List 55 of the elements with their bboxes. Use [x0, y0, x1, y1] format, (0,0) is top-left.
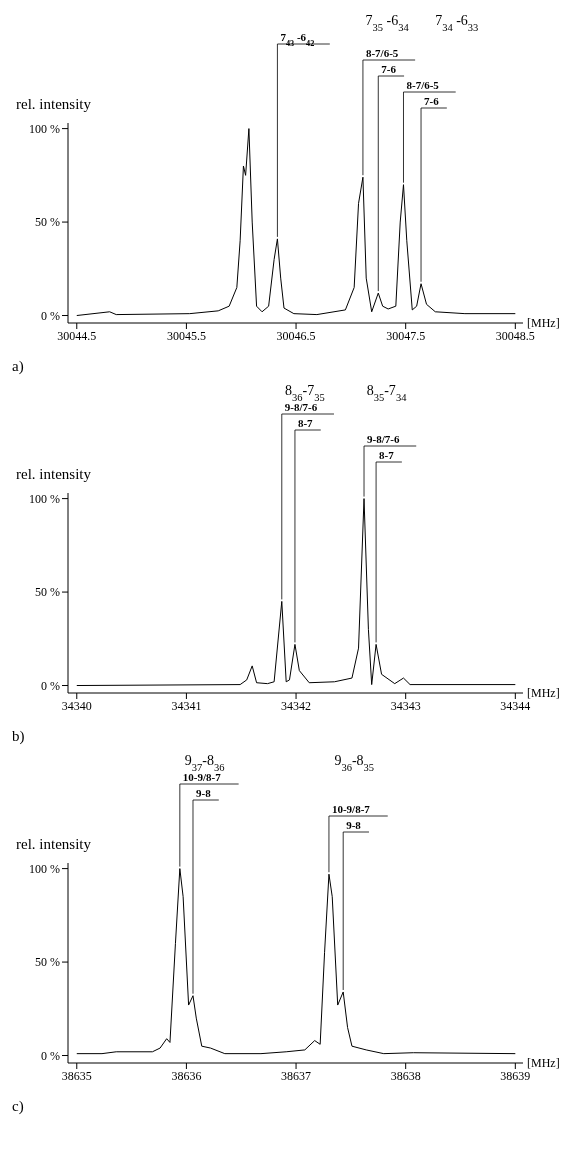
y-tick-label: 0 %	[41, 308, 60, 323]
x-tick-label: 34341	[171, 698, 202, 713]
line-series	[76, 868, 516, 1055]
annotation: 7-6	[424, 95, 440, 107]
y-axis-title: rel. intensity	[16, 96, 92, 112]
x-tick-label: 38638	[390, 1068, 421, 1083]
annotation: 9-8/7-6	[367, 433, 400, 445]
text: a)	[11, 358, 25, 376]
annotation: 10-9/8-7	[331, 803, 371, 815]
y-tick-label: 100 %	[29, 861, 60, 876]
x-axis-title: [MHz]	[527, 686, 560, 700]
x-tick-label: 30047.5	[386, 328, 426, 343]
y-axis-title: rel. intensity	[16, 836, 92, 852]
x-tick-label: 30046.5	[276, 328, 316, 343]
y-tick-label: 0 %	[41, 678, 60, 693]
x-tick-label: 38635	[61, 1068, 92, 1083]
text: 7$_{35}$ -6$_{34}$	[365, 13, 410, 33]
annotation: 7-6	[381, 63, 397, 75]
text: b)	[11, 728, 26, 746]
annotation: 10-9/8-7	[182, 771, 222, 783]
text: 8$_{36}$-7$_{35}$	[285, 383, 325, 403]
annotation: 9-8	[195, 787, 212, 799]
x-tick-label: 38639	[500, 1068, 531, 1083]
annotation: 8-7/6-5	[406, 79, 440, 91]
y-tick-label: 100 %	[29, 121, 60, 136]
text: 8$_{35}$-7$_{34}$	[366, 383, 408, 403]
x-tick-label: 34340	[61, 698, 92, 713]
annotation: 8-7	[379, 449, 395, 461]
line-series	[76, 128, 516, 317]
x-tick-label: 30045.5	[166, 328, 206, 343]
line-series	[76, 498, 516, 687]
x-tick-label: 30044.5	[57, 328, 97, 343]
x-tick-label: 34343	[390, 698, 421, 713]
annotation: 7$_{43}$ -6$_{42}$	[280, 31, 315, 48]
annotation: 9-8/7-6	[284, 401, 318, 413]
text: 7$_{34}$ -6$_{33}$	[435, 13, 479, 33]
y-tick-label: 100 %	[29, 491, 60, 506]
y-tick-label: 50 %	[35, 585, 60, 600]
x-tick-label: 34344	[500, 698, 531, 713]
x-tick-label: 38636	[171, 1068, 202, 1083]
y-tick-label: 0 %	[41, 1048, 60, 1063]
y-axis-title: rel. intensity	[16, 466, 92, 482]
text: 9$_{37}$-8$_{36}$	[184, 753, 225, 773]
y-tick-label: 50 %	[35, 215, 60, 230]
x-tick-label: 34342	[281, 698, 312, 713]
x-tick-label: 30048.5	[495, 328, 535, 343]
text: c)	[11, 1098, 25, 1116]
annotation: 8-7/6-5	[365, 47, 399, 59]
x-tick-label: 38637	[281, 1068, 312, 1083]
x-axis-title: [MHz]	[527, 316, 560, 330]
text: 9$_{36}$-8$_{35}$	[334, 753, 375, 773]
annotation: 9-8	[346, 819, 362, 831]
y-tick-label: 50 %	[35, 955, 60, 970]
annotation: 8-7	[297, 417, 314, 429]
x-axis-title: [MHz]	[527, 1056, 560, 1070]
